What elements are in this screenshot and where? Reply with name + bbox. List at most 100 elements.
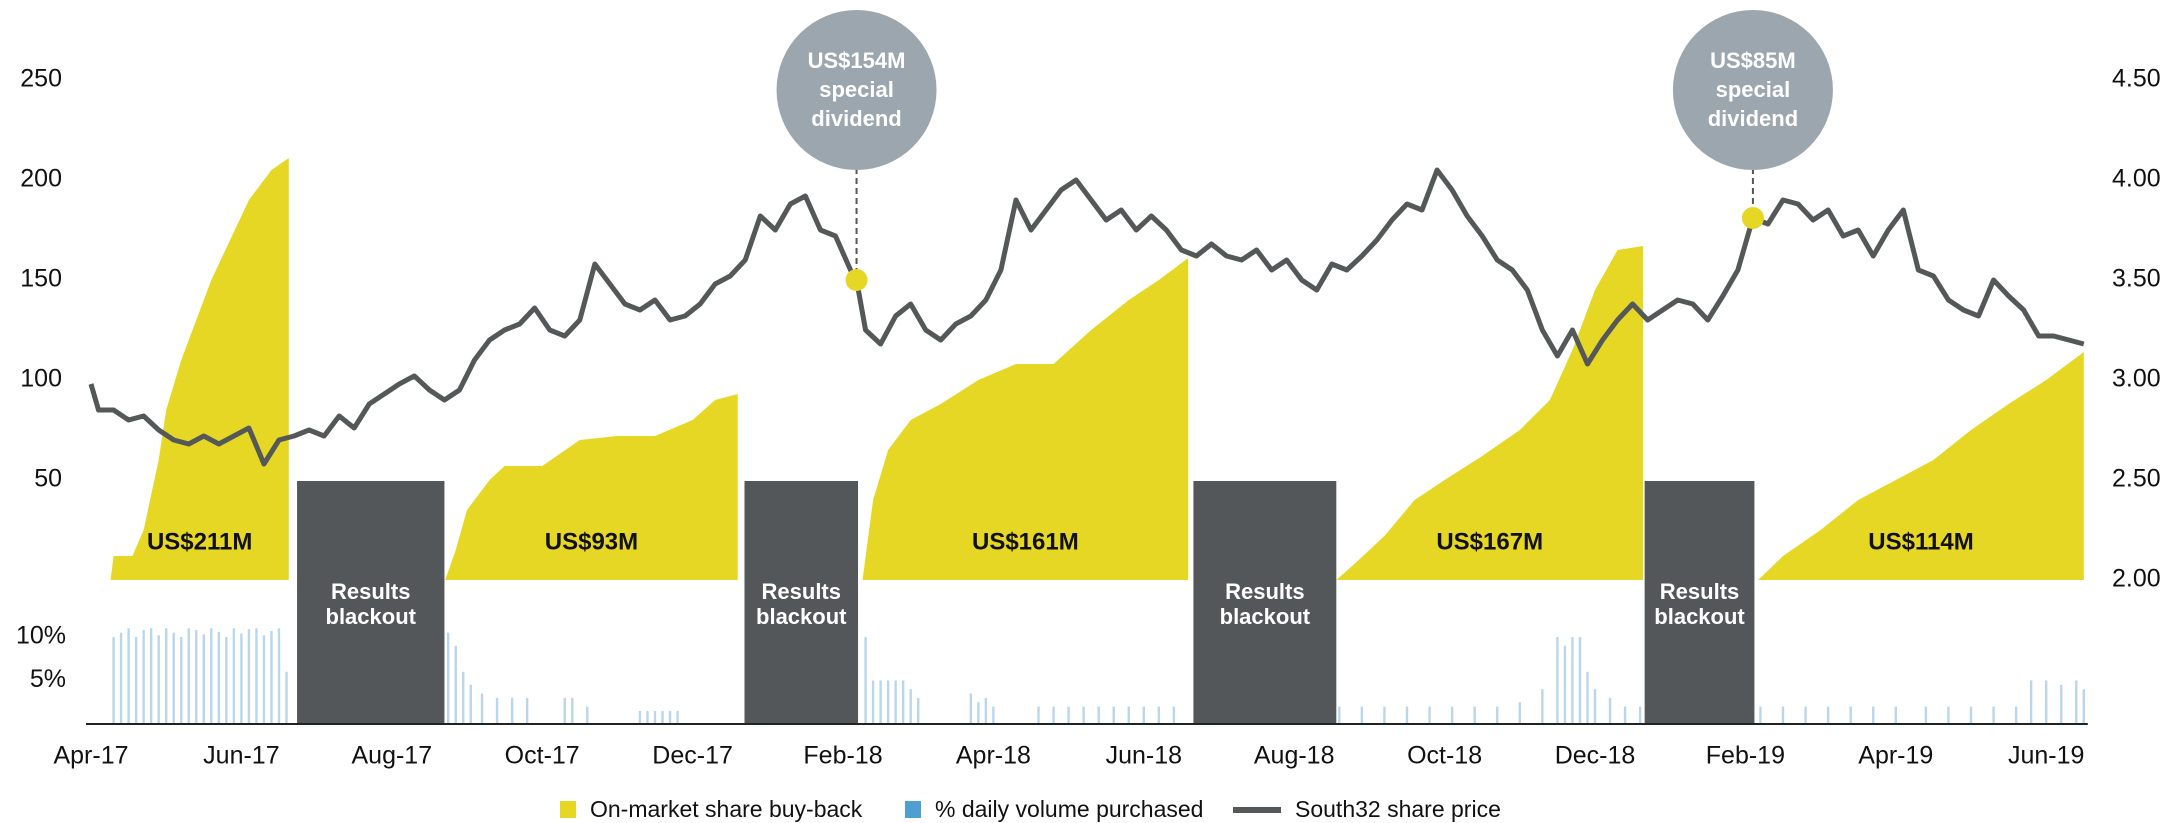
x-tick-label: Jun-18 [1106,742,1182,770]
volume-bar [255,628,258,724]
volume-bar [1781,706,1785,724]
legend-swatch [560,801,576,818]
volume-bar [1924,706,1928,724]
y2-tick-label: 4.00 [2112,165,2161,193]
y-tick-label: 50 [34,465,62,493]
volume-bar [157,635,160,724]
legend-label: On-market share buy-back [590,796,863,822]
buyback-label: US$211M [147,528,252,555]
volume-bar [2082,689,2085,724]
volume-bar [1563,645,1567,724]
volume-bar [1541,689,1544,724]
volume-bar [210,628,213,724]
blackout-box [744,481,859,724]
volume-bar [1338,706,1341,724]
volume-bar [1450,706,1454,724]
blackout-label: Results [1660,579,1739,604]
volume-bar [1496,706,1499,724]
volume-bar [1638,706,1642,724]
volume-bar [134,637,138,724]
volume-bar [1593,689,1597,724]
volume-bar [676,710,679,724]
volume-bar [1360,706,1364,724]
y3-tick-label: 5% [30,665,66,693]
volume-bar [1383,706,1386,724]
buyback-label: US$93M [545,528,638,555]
volume-bar [1623,706,1627,724]
volume-bar [277,628,281,724]
volume-bar [469,684,472,724]
dividend-label: US$154M [808,48,906,73]
volume-bar [2014,706,2018,724]
volume-bar [1608,697,1612,724]
buyback-label: US$161M [972,528,1079,555]
dividend-dot [1741,207,1764,229]
blackout-label: Results [762,579,841,604]
buyback-area [110,158,289,580]
volume-bar [1428,706,1431,724]
volume-bar [1759,706,1762,724]
volume-bar [909,689,912,724]
volume-bar [653,710,657,724]
dividend-label: dividend [811,106,901,131]
x-tick-label: Feb-18 [803,742,882,770]
volume-bar [495,697,499,724]
volume-bar [240,633,243,724]
x-tick-label: Jun-19 [2008,742,2084,770]
volume-bar [180,637,183,724]
share-price-line [88,167,2085,467]
volume-bar [510,697,514,724]
volume-bar [1947,706,1950,724]
volume-bar [1872,706,1875,724]
x-tick-label: Jun-17 [203,742,279,770]
volume-bar [447,632,450,724]
x-tick-label: Oct-18 [1407,742,1482,770]
volume-bar [668,710,672,724]
volume-bar [270,630,273,724]
buyback-label: US$114M [1868,528,1973,555]
volume-bar [247,629,251,724]
x-tick-label: Aug-17 [351,742,432,770]
volume-bar [917,697,920,724]
volume-bar [1826,706,1830,724]
buyback-area [445,394,738,580]
buyback-area [862,258,1189,580]
blackout-label: blackout [1654,604,1745,629]
volume-bar [992,706,995,724]
volume-bar [195,630,198,724]
dividend-dot [845,269,868,291]
dividend-bubble [1672,10,1833,170]
x-tick-label: Oct-17 [505,742,580,770]
volume-bar [1172,706,1176,724]
volume-bar [1142,706,1145,724]
legend-swatch [905,801,921,818]
volume-bar [187,628,190,724]
x-tick-label: Dec-18 [1555,742,1636,770]
y-tick-label: 100 [20,365,62,393]
legend-label: % daily volume purchased [935,796,1203,822]
buyback-area [1336,246,1644,580]
blackout-box [297,481,445,724]
blackout-label: blackout [1220,604,1311,629]
volume-bar [1518,702,1521,724]
x-tick-label: Apr-18 [956,742,1031,770]
volume-bar [165,628,168,724]
volume-bar [1052,706,1055,724]
dividend-bubble [776,10,937,170]
x-tick-label: Apr-17 [53,742,128,770]
dividend-label: special [819,77,894,102]
volume-bar [462,671,465,724]
y-tick-label: 250 [20,65,62,93]
volume-bar [1804,706,1807,724]
y-tick-label: 200 [20,165,62,193]
y2-tick-label: 3.50 [2112,265,2161,293]
volume-bar [1067,706,1070,724]
volume-bar [1849,706,1852,724]
volume-bar [864,637,867,724]
volume-bar [217,631,221,724]
buyback-area [1758,352,2084,580]
volume-bar [2060,684,2063,724]
volume-bar [127,628,130,724]
volume-bar [1082,706,1085,724]
